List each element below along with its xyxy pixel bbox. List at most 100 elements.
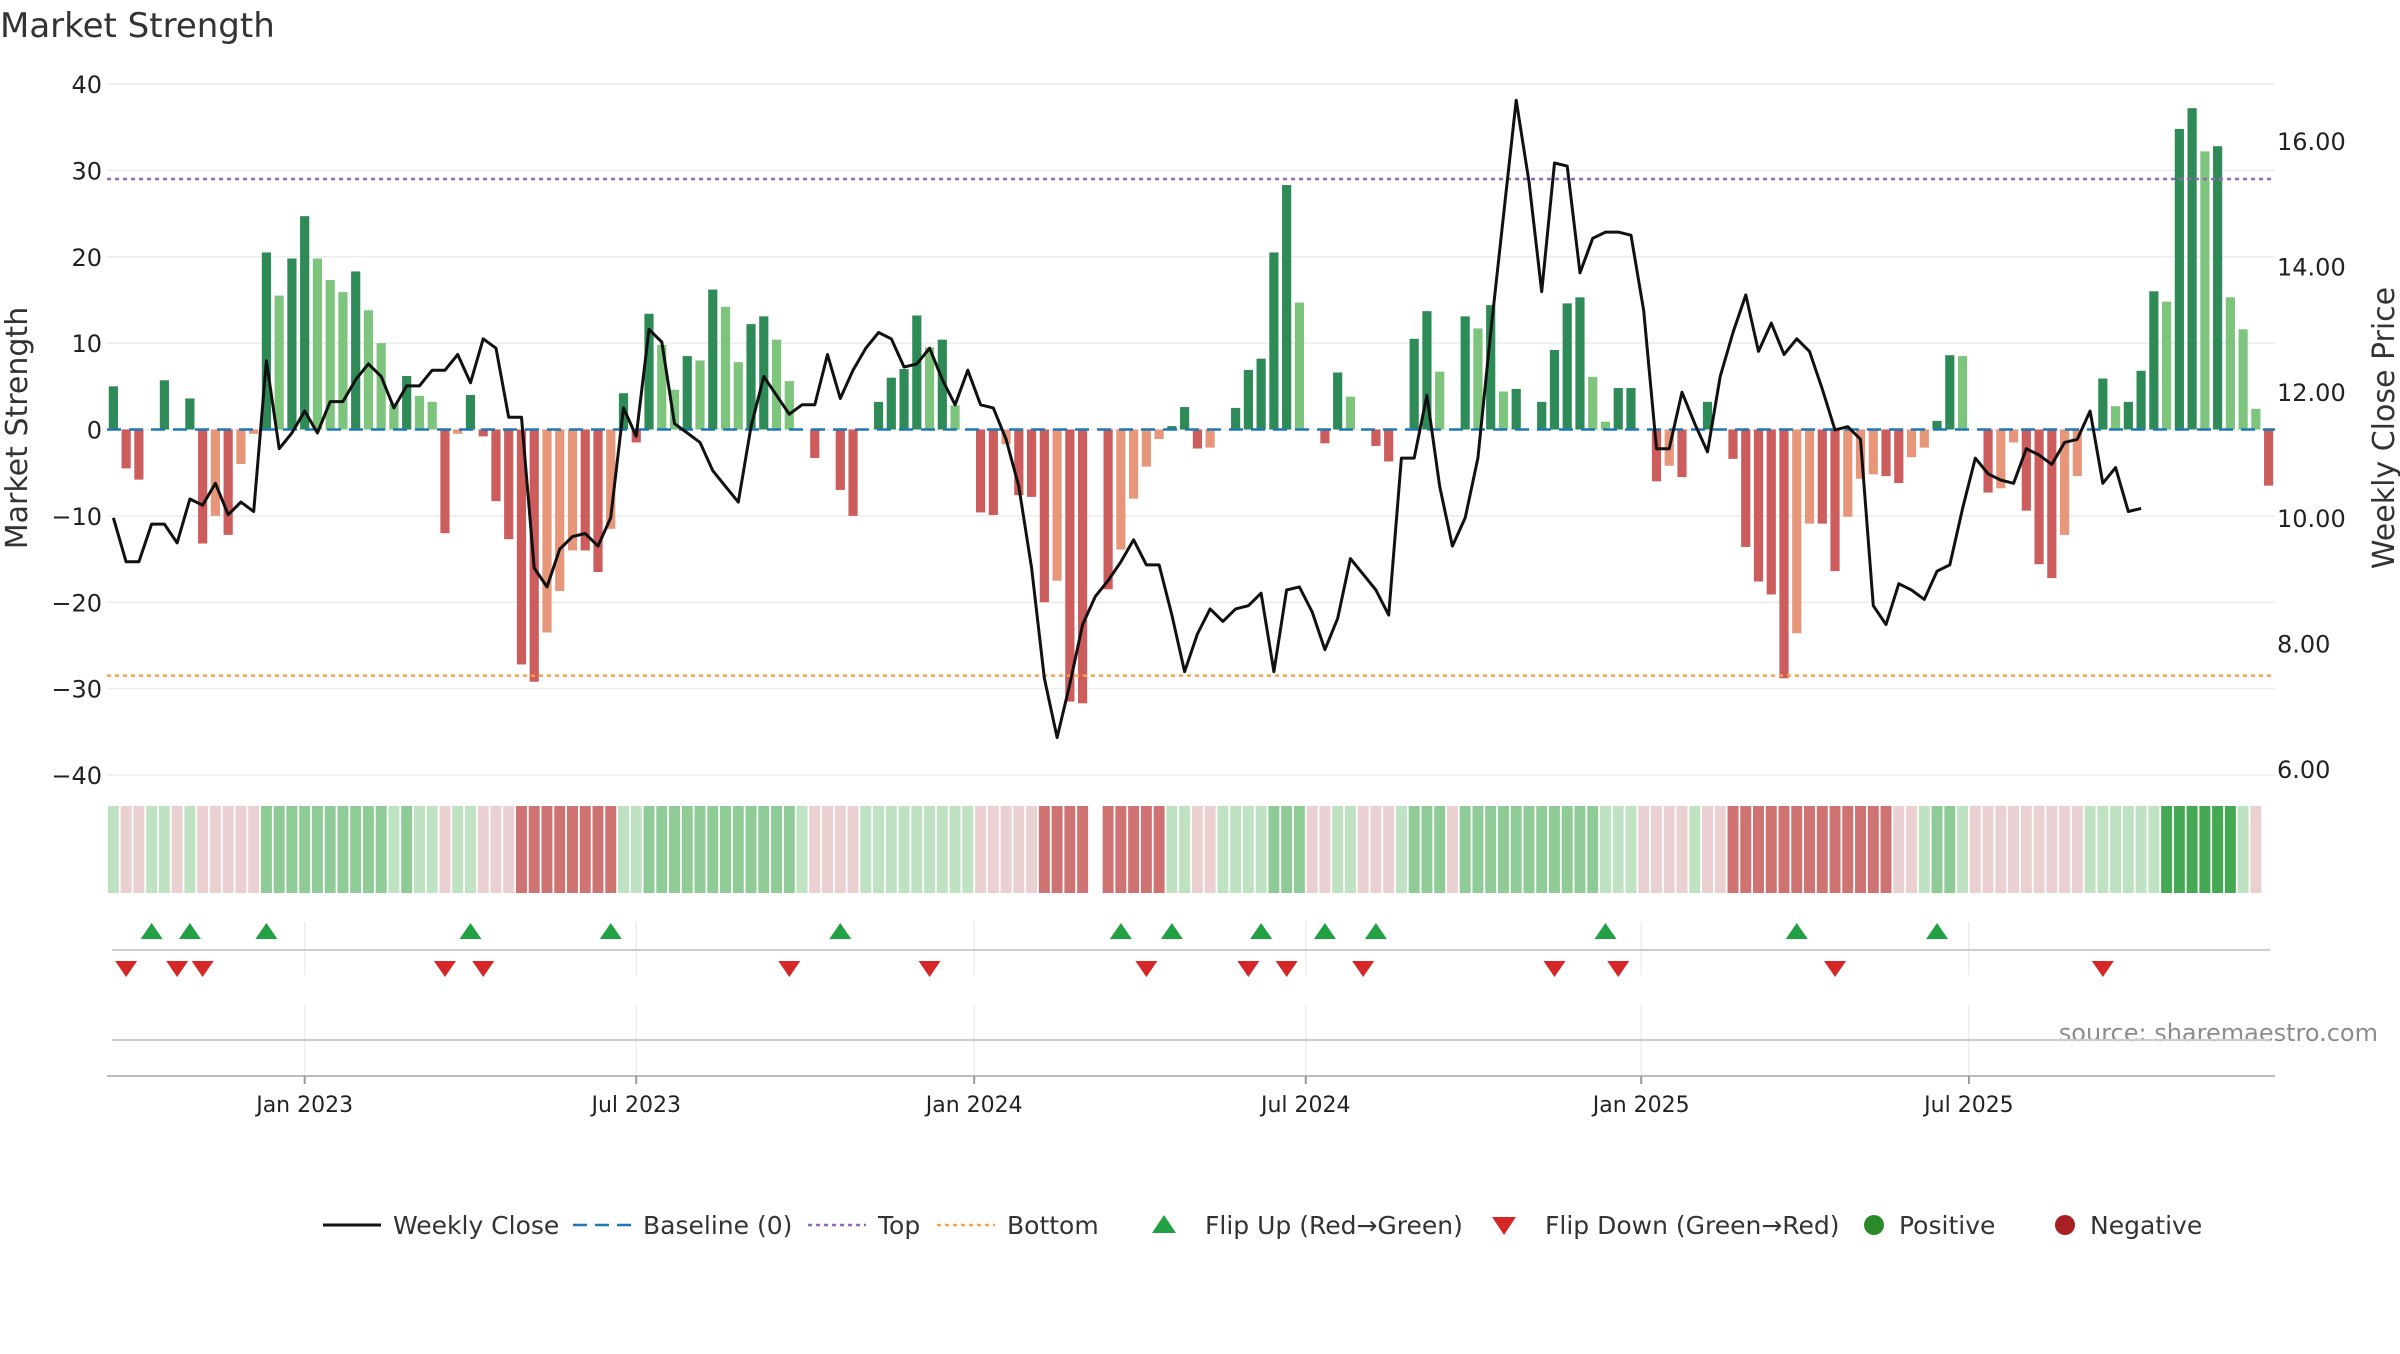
strip-cell: [1931, 806, 1943, 893]
strength-bar: [389, 403, 399, 430]
strip-cell: [1536, 806, 1548, 893]
flip-up-marker: [178, 923, 201, 939]
strip-cell: [1625, 806, 1637, 893]
strip-cell: [605, 806, 617, 893]
legend-label: Weekly Close: [393, 1211, 559, 1240]
strip-cell: [2071, 806, 2083, 893]
strength-bar: [2136, 370, 2146, 430]
flip-up-marker: [1313, 923, 1336, 939]
flip-down-marker: [166, 961, 189, 977]
strength-bar: [1537, 401, 1547, 430]
strength-bar: [1129, 429, 1139, 499]
strip-cell: [324, 806, 336, 893]
strength-bar: [261, 252, 272, 430]
strength-bar: [1894, 429, 1904, 484]
strength-bar: [580, 429, 590, 551]
strip-cell: [1319, 806, 1331, 893]
strip-cell: [1242, 806, 1254, 893]
legend-label: Flip Down (Green→Red): [1545, 1211, 1840, 1240]
strength-bar: [937, 339, 947, 430]
strength-bar: [644, 313, 654, 430]
strength-bar: [606, 429, 616, 529]
strip-cell: [1663, 806, 1675, 893]
strength-bar: [134, 429, 144, 480]
strip-cell: [911, 806, 923, 893]
strength-bar: [1409, 338, 1419, 430]
strip-cell: [1753, 806, 1764, 893]
strength-bar: [1626, 388, 1636, 430]
strip-cell: [1982, 806, 1994, 893]
strength-bar: [236, 429, 246, 465]
strength-bar: [223, 429, 233, 535]
flip-down-marker: [433, 961, 456, 977]
strip-cell: [1459, 806, 1471, 893]
strip-cell: [1115, 806, 1127, 893]
flip-down-marker: [2091, 961, 2114, 977]
strength-bar: [1511, 388, 1521, 430]
strip-cell: [707, 806, 719, 893]
strip-cell: [2008, 806, 2020, 893]
strength-bar: [2149, 291, 2159, 430]
flip-down-marker: [778, 961, 801, 977]
strength-bar: [1473, 328, 1483, 430]
strength-bar: [912, 315, 922, 430]
strength-bar: [1779, 429, 1789, 679]
strength-bar: [108, 386, 118, 430]
y2-tick-label: 10.00: [2277, 505, 2346, 533]
strength-bar: [363, 310, 374, 430]
x-tick-label: Jul 2024: [1259, 1093, 1351, 1118]
y2-tick-label: 8.00: [2277, 630, 2330, 658]
strip-cell: [987, 806, 999, 893]
strength-bar: [2059, 429, 2070, 535]
strip-cell: [1179, 806, 1191, 893]
strength-bar: [1830, 429, 1840, 572]
strip-cell: [401, 806, 413, 893]
strength-bar: [759, 316, 769, 430]
strip-cell: [2212, 806, 2224, 893]
strength-bar: [1320, 429, 1330, 444]
strip-cell: [1587, 806, 1599, 893]
flip-up-marker: [255, 923, 278, 939]
legend-swatch-flip-down: [1492, 1217, 1516, 1235]
flip-up-marker: [1109, 923, 1132, 939]
strip-cell: [1561, 806, 1573, 893]
strip-cell: [1089, 806, 1101, 893]
strength-bar: [249, 429, 259, 434]
strip-cell: [107, 806, 119, 893]
source-annotation: source: sharemaestro.com: [2059, 1019, 2378, 1047]
x-tick-label: Jan 2025: [1591, 1093, 1690, 1118]
strength-bar: [504, 429, 514, 540]
strip-cell: [847, 806, 859, 893]
strip-cell: [2199, 806, 2211, 893]
strength-bar: [950, 405, 960, 430]
x-axis: Jan 2023 Jul 2023 Jan 2024 Jul 2024 Jan 2025…: [107, 1075, 2275, 1118]
strip-cell: [1523, 806, 1535, 893]
strip-cell: [1804, 806, 1816, 893]
strip-cell: [643, 806, 655, 893]
flip-up-marker: [829, 923, 852, 939]
strength-bar: [593, 429, 603, 573]
strength-bar: [2200, 151, 2210, 430]
strength-bar: [1103, 429, 1113, 590]
strip-cell: [2046, 806, 2058, 893]
strip-cell: [1230, 806, 1242, 893]
y-tick-label: −40: [51, 762, 102, 790]
strip-cell: [1791, 806, 1803, 893]
y2-tick-label: 12.00: [2277, 379, 2346, 407]
strength-bar: [325, 280, 335, 430]
strip-cell: [949, 806, 961, 893]
y2-tick-label: 14.00: [2277, 254, 2346, 282]
strip-cell: [962, 806, 974, 893]
strip-cell: [1714, 806, 1726, 893]
flip-up-marker: [1364, 923, 1387, 939]
strength-bar: [198, 429, 208, 544]
state-strip: [107, 806, 2262, 893]
legend-label: Flip Up (Red→Green): [1205, 1211, 1463, 1240]
strip-cell: [286, 806, 298, 893]
strength-bar: [1460, 316, 1470, 430]
strength-bar: [657, 344, 667, 430]
strength-bar: [1180, 407, 1190, 430]
strength-bar: [274, 295, 284, 430]
strength-bar: [873, 401, 884, 430]
strip-cell: [579, 806, 591, 893]
